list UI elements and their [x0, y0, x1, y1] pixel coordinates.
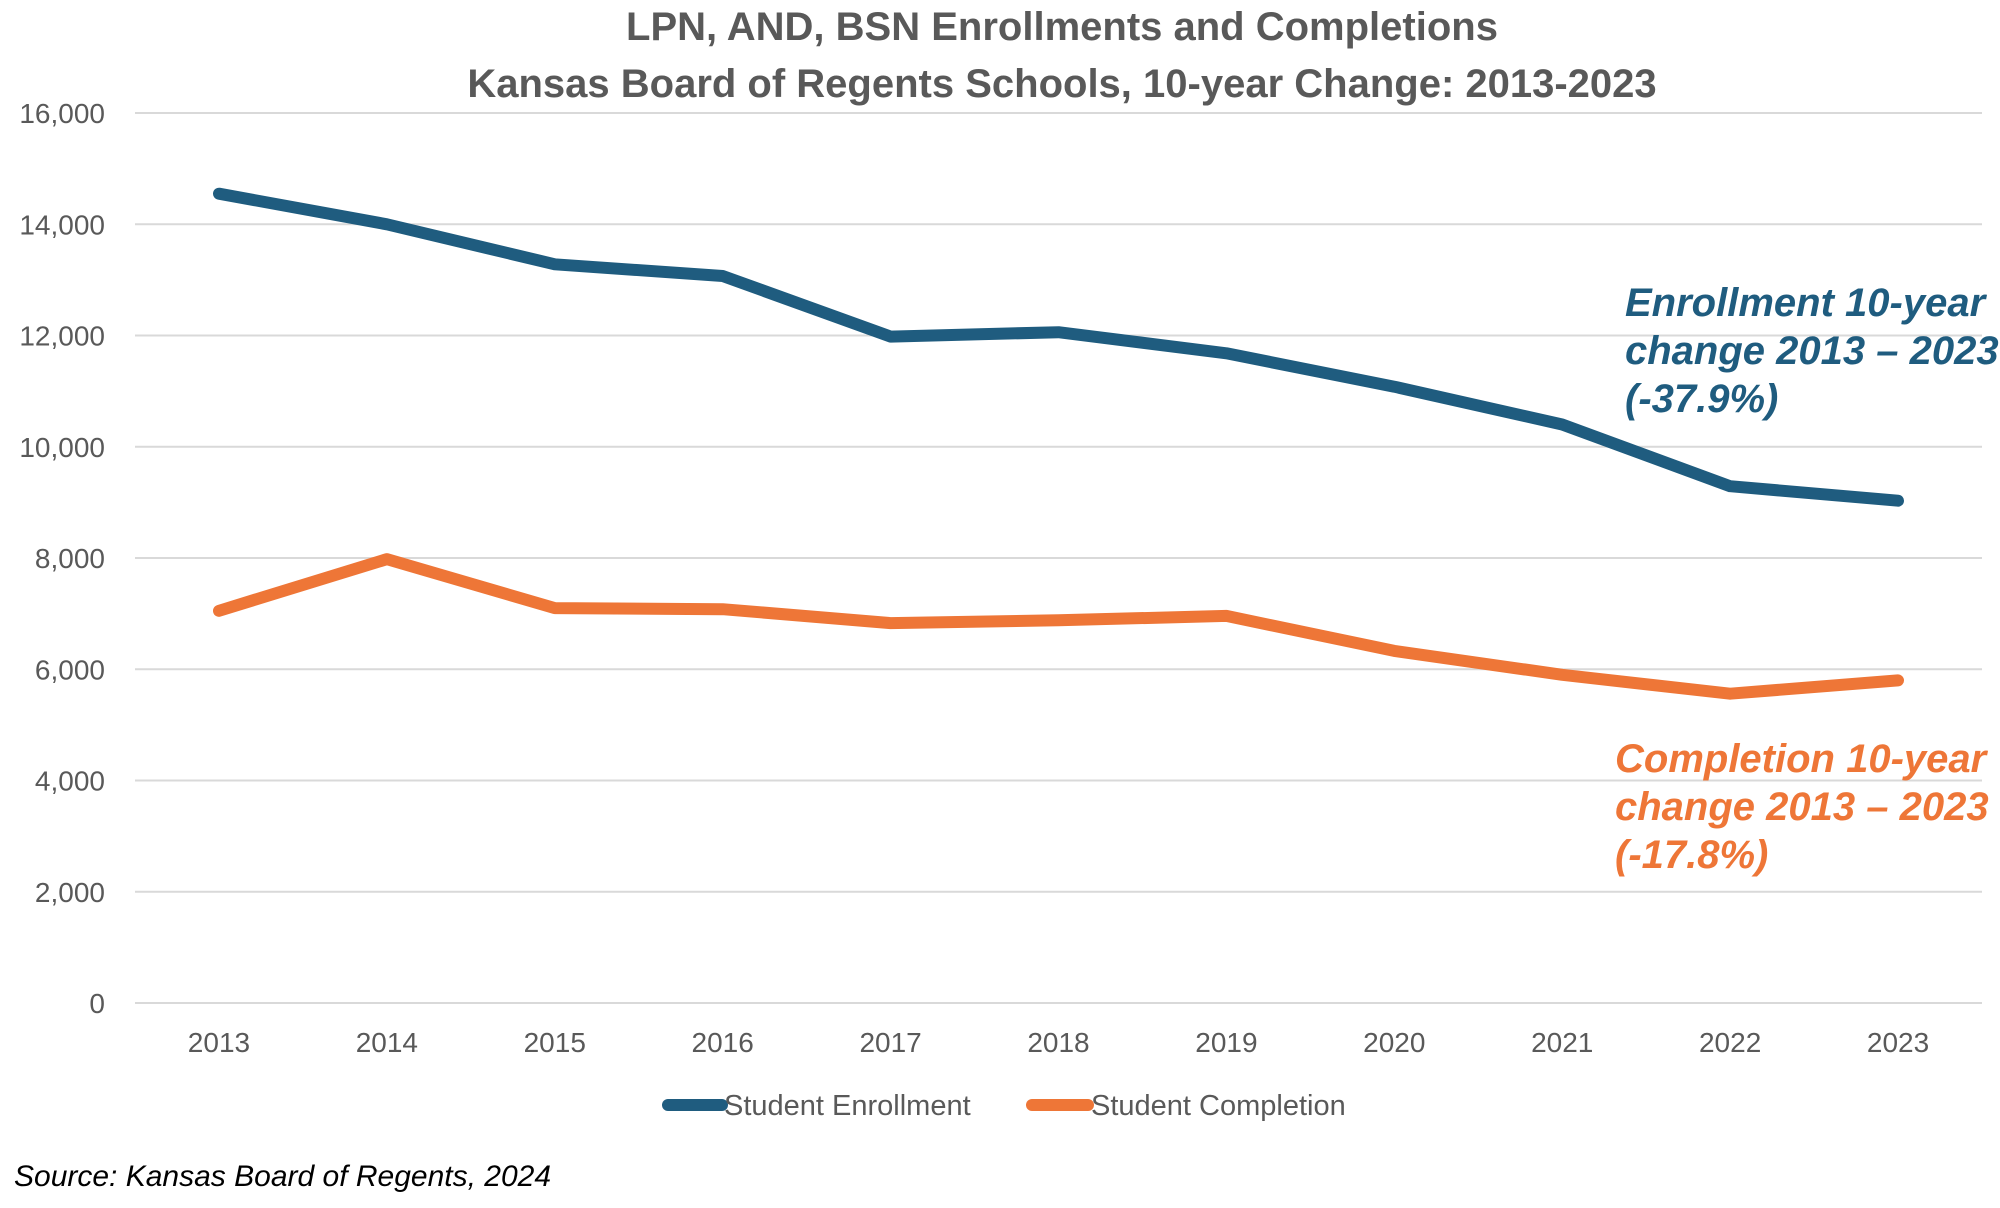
y-tick-label: 6,000 [35, 654, 105, 685]
x-tick-label: 2015 [524, 1027, 586, 1058]
annotation-text: Completion 10-year [1615, 737, 1989, 781]
x-tick-label: 2016 [692, 1027, 754, 1058]
x-tick-label: 2017 [859, 1027, 921, 1058]
series-line-student-completion [213, 553, 1904, 700]
legend: Student Enrollment Student Completion [662, 1090, 1346, 1122]
annotation-text: (-17.8%) [1615, 833, 1768, 877]
chart-title: LPN, AND, BSN Enrollments and Completion… [467, 5, 1656, 106]
source-note: Source: Kansas Board of Regents, 2024 [14, 1160, 552, 1193]
chart-title-line: LPN, AND, BSN Enrollments and Completion… [626, 5, 1498, 49]
x-tick-label: 2019 [1195, 1027, 1257, 1058]
y-tick-label: 10,000 [19, 432, 105, 463]
y-tick-label: 2,000 [35, 877, 105, 908]
y-tick-label: 12,000 [19, 321, 105, 352]
y-tick-label: 0 [89, 988, 105, 1019]
x-tick-label: 2022 [1699, 1027, 1761, 1058]
x-tick-label: 2020 [1363, 1027, 1425, 1058]
x-tick-label: 2013 [188, 1027, 250, 1058]
series-lines [213, 187, 1904, 700]
x-axis-ticks: 2013 2014 2015 2016 2017 2018 2019 2020 2021 2022… [188, 1027, 1929, 1058]
legend-label: Student Enrollment [724, 1090, 971, 1122]
y-axis-ticks: 0 2,000 4,000 6,000 8,000 10,000 12,000 14,000 1… [19, 98, 105, 1019]
x-tick-label: 2021 [1531, 1027, 1593, 1058]
chart-title-line: Kansas Board of Regents Schools, 10-year… [467, 62, 1656, 106]
y-tick-label: 4,000 [35, 766, 105, 797]
annotation-text: change 2013 – 2023 [1625, 329, 1999, 373]
y-tick-label: 16,000 [19, 98, 105, 129]
x-tick-label: 2014 [356, 1027, 418, 1058]
x-tick-label: 2023 [1867, 1027, 1929, 1058]
series-line-student-enrollment [213, 187, 1904, 507]
annotation-text: (-37.9%) [1625, 377, 1778, 421]
gridlines [135, 112, 1982, 1004]
annotation-text: change 2013 – 2023 [1615, 785, 1989, 829]
x-tick-label: 2018 [1027, 1027, 1089, 1058]
y-tick-label: 8,000 [35, 543, 105, 574]
y-tick-label: 14,000 [19, 209, 105, 240]
annotation-text: Enrollment 10-year [1625, 281, 1988, 325]
legend-label: Student Completion [1091, 1090, 1346, 1122]
